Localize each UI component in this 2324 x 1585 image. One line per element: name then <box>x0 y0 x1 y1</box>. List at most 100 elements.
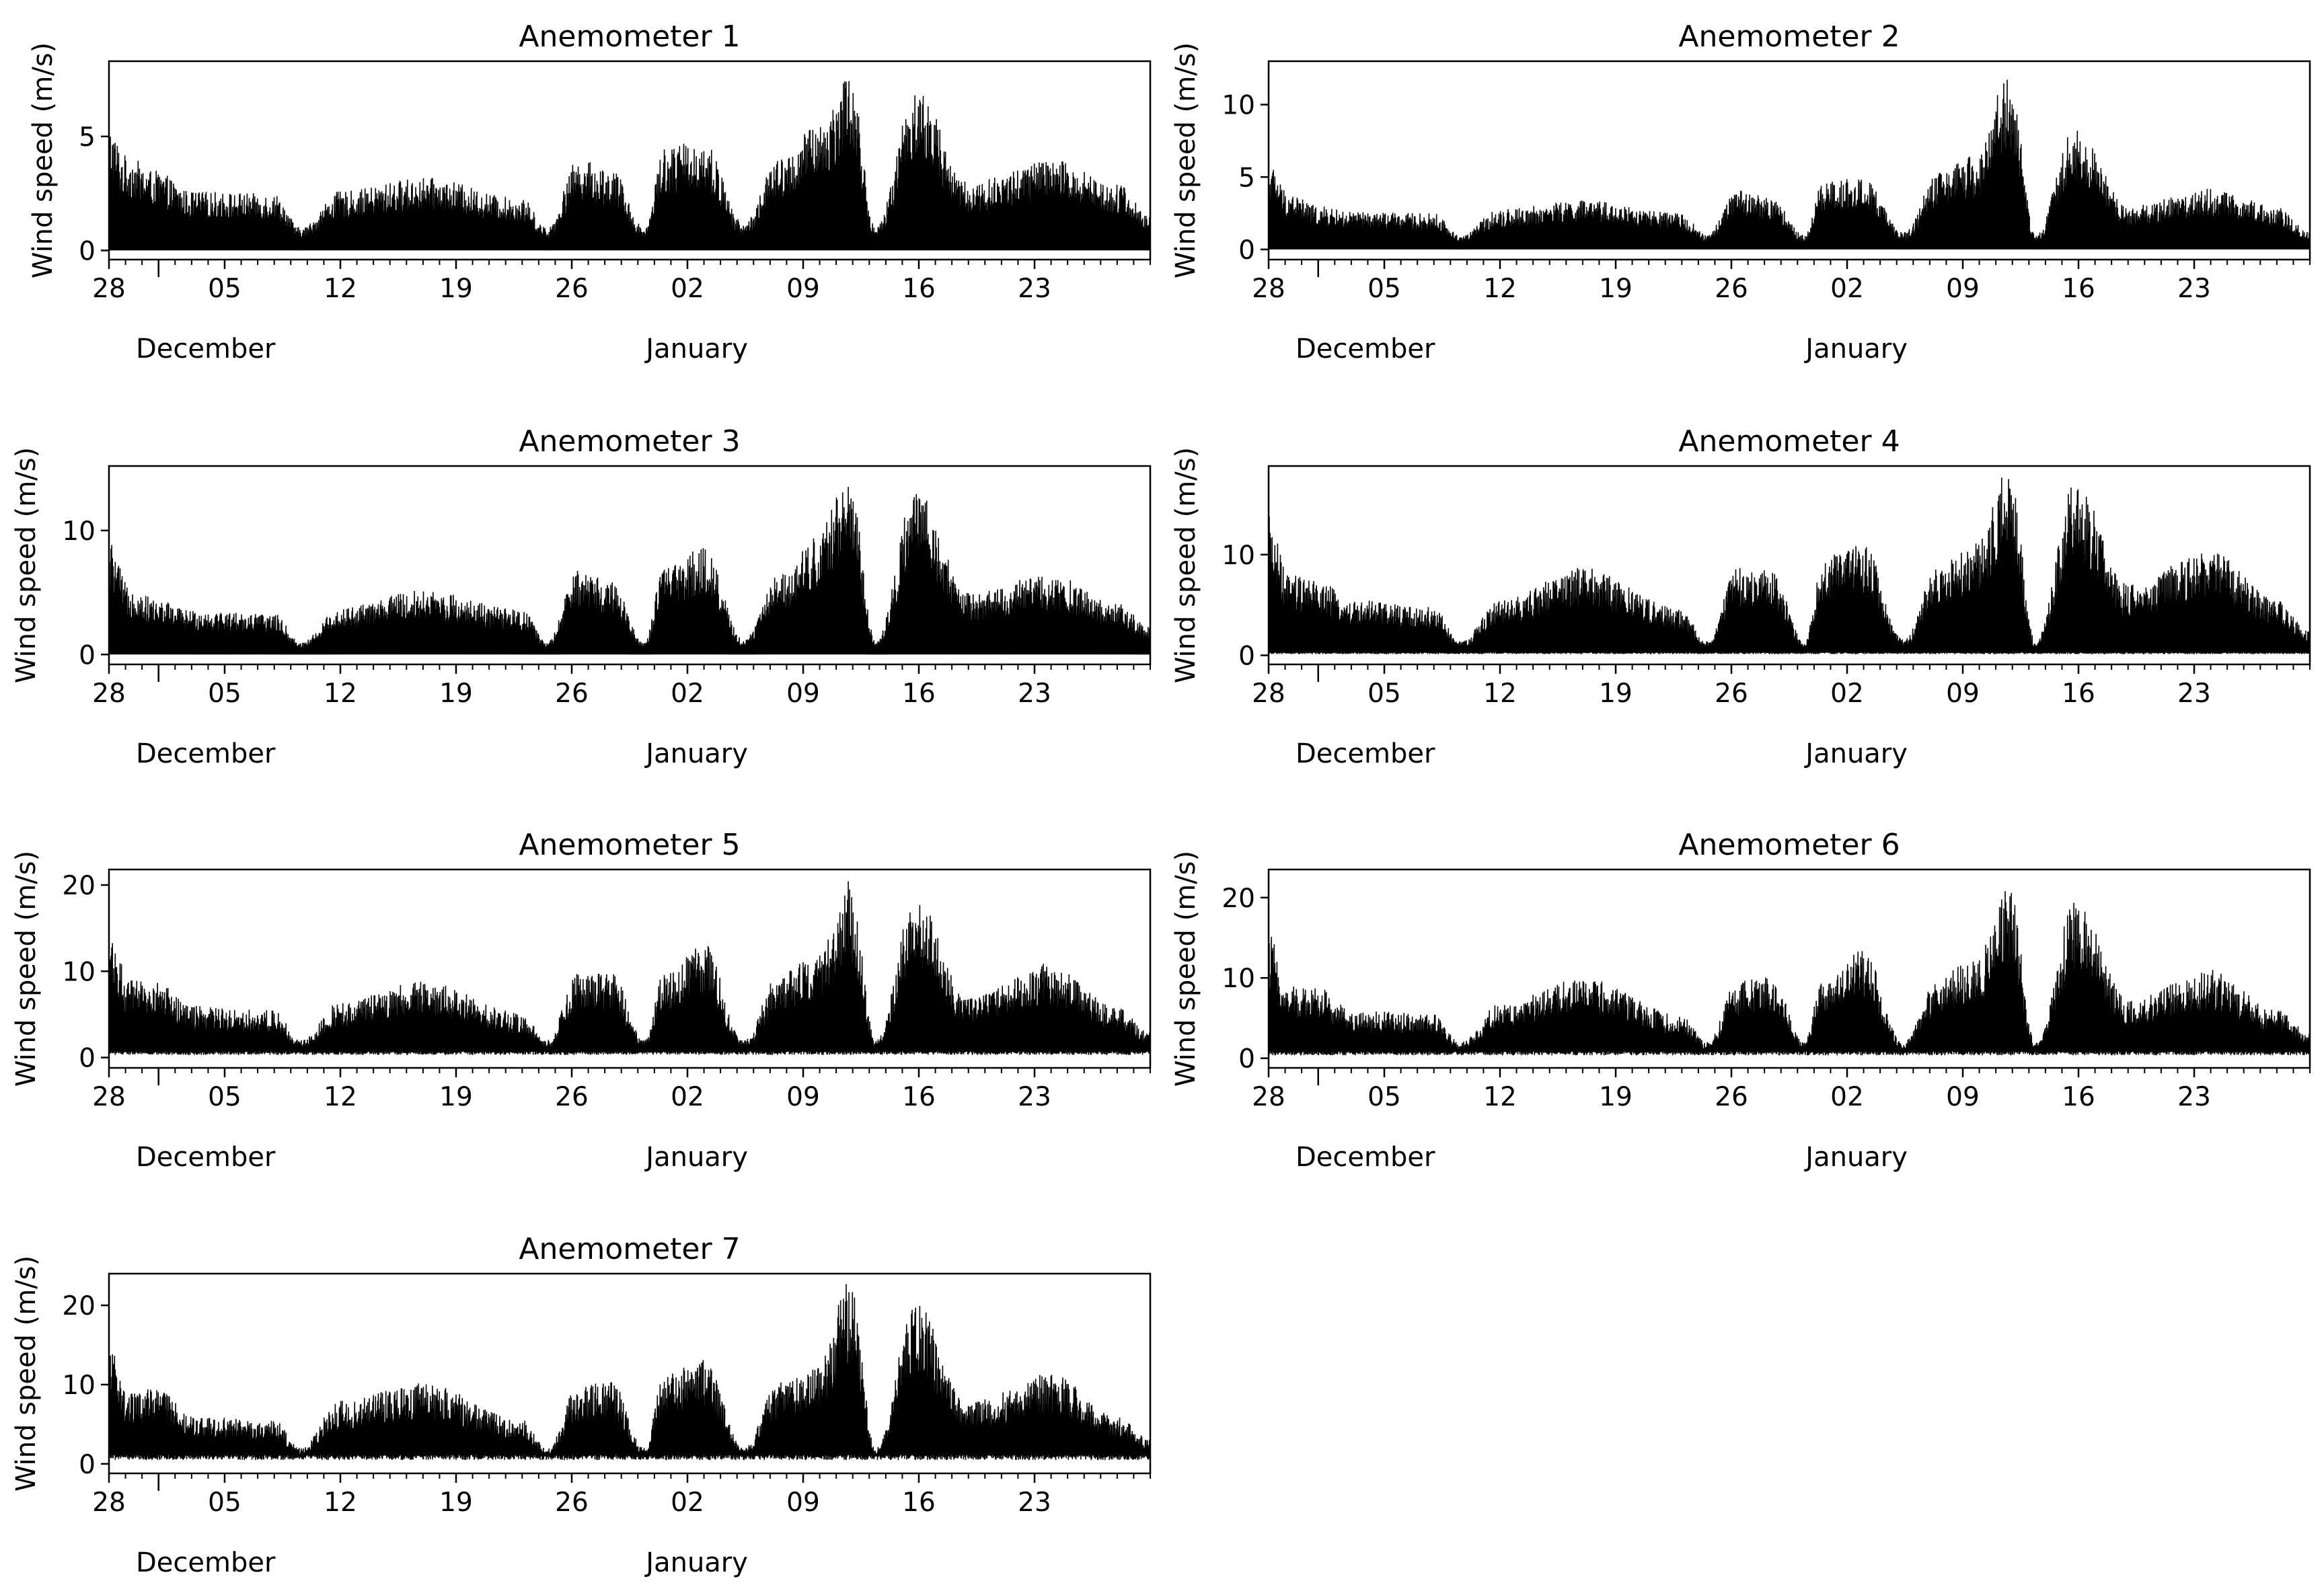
y-tick-label: 0 <box>1238 235 1255 266</box>
x-tick-label: 23 <box>1018 274 1051 304</box>
x-tick-label: 26 <box>555 274 589 304</box>
month-label: December <box>1296 738 1435 769</box>
axes-frame <box>1267 868 2311 1069</box>
x-tick-label: 12 <box>1483 1082 1517 1112</box>
x-tick-label: 09 <box>786 1487 820 1518</box>
x-tick-label: 02 <box>671 679 704 709</box>
x-tick-label: 16 <box>902 1487 936 1518</box>
anemometer-panel-7: Anemometer 7 Wind speed (m/s) 0 10 20 28 05 12 1… <box>11 1232 1152 1578</box>
x-tick-label: 23 <box>1018 1487 1051 1518</box>
x-tick-label: 16 <box>2062 274 2095 304</box>
y-tick-label: 10 <box>62 1370 96 1401</box>
panel-title: Anemometer 6 <box>1678 828 1900 862</box>
x-tick-label: 12 <box>1483 274 1517 304</box>
month-label: January <box>644 1142 748 1173</box>
x-tick-label: 05 <box>1367 1082 1401 1112</box>
x-tick-label: 12 <box>324 274 357 304</box>
month-label: December <box>136 738 276 769</box>
wind-speed-series <box>108 881 1151 1055</box>
panel-title: Anemometer 1 <box>519 20 740 54</box>
month-label: December <box>136 1547 276 1578</box>
month-label: January <box>1803 738 1908 769</box>
y-tick-label: 5 <box>1238 163 1255 193</box>
x-tick-label: 05 <box>208 1487 241 1518</box>
y-tick-label: 0 <box>79 1044 96 1074</box>
x-tick-label: 02 <box>1830 1082 1864 1112</box>
y-axis-label: Wind speed (m/s) <box>1170 42 1201 278</box>
y-tick-label: 0 <box>1238 1044 1255 1075</box>
x-tick-label: 02 <box>671 274 704 304</box>
x-tick-label: 05 <box>208 274 241 304</box>
month-label: January <box>644 738 748 769</box>
x-tick-label: 12 <box>1483 679 1517 709</box>
panel-title: Anemometer 3 <box>519 424 740 459</box>
x-tick-label: 05 <box>1367 679 1401 709</box>
wind-speed-series <box>108 487 1151 655</box>
x-tick-label: 26 <box>555 1487 589 1518</box>
month-label: January <box>1803 1142 1908 1173</box>
x-tick-label: 02 <box>671 1082 704 1112</box>
y-tick-label: 10 <box>1222 541 1255 571</box>
month-label: December <box>1296 334 1435 364</box>
x-tick-label: 02 <box>1830 679 1864 709</box>
y-axis-label: Wind speed (m/s) <box>28 42 59 278</box>
y-tick-label: 10 <box>1222 91 1255 121</box>
month-label: January <box>644 334 748 364</box>
x-tick-label: 19 <box>439 1487 473 1518</box>
x-tick-label: 12 <box>324 1082 357 1112</box>
axes-frame <box>108 1272 1152 1475</box>
panel-title: Anemometer 5 <box>519 828 740 862</box>
y-tick-label: 0 <box>79 640 96 670</box>
x-tick-label: 26 <box>555 679 589 709</box>
x-tick-label: 16 <box>2062 679 2095 709</box>
y-axis-label: Wind speed (m/s) <box>1170 447 1201 683</box>
y-tick-label: 0 <box>1238 642 1255 672</box>
anemometer-panel-4: Anemometer 4 Wind speed (m/s) 0 10 28 05 12 19 2… <box>1170 424 2311 769</box>
month-label: January <box>644 1547 748 1578</box>
x-tick-label: 19 <box>439 1082 473 1112</box>
x-tick-label: 16 <box>902 679 936 709</box>
month-label: December <box>136 1142 276 1173</box>
panel-title: Anemometer 2 <box>1678 20 1900 54</box>
x-tick-label: 23 <box>2177 1082 2211 1112</box>
x-tick-label: 28 <box>1252 679 1285 709</box>
wind-speed-series <box>108 81 1151 251</box>
x-tick-label: 26 <box>1715 1082 1748 1112</box>
anemometer-panel-6: Anemometer 6 Wind speed (m/s) 0 10 20 28 05 12 1… <box>1170 828 2311 1173</box>
month-label: January <box>1803 334 1908 364</box>
x-tick-label: 09 <box>786 679 820 709</box>
month-label: December <box>136 334 276 364</box>
x-tick-label: 16 <box>902 274 936 304</box>
x-tick-label: 19 <box>1599 1082 1633 1112</box>
x-tick-label: 05 <box>208 679 241 709</box>
x-tick-label: 09 <box>1946 679 1980 709</box>
wind-speed-series <box>1268 79 2311 249</box>
y-tick-label: 5 <box>79 122 96 153</box>
axes-frame <box>108 868 1152 1069</box>
x-tick-label: 09 <box>1946 1082 1980 1112</box>
x-tick-label: 28 <box>1252 274 1285 304</box>
y-axis-label: Wind speed (m/s) <box>11 851 42 1087</box>
x-tick-label: 12 <box>324 679 357 709</box>
x-tick-label: 09 <box>786 274 820 304</box>
y-tick-label: 20 <box>62 871 96 901</box>
x-tick-label: 09 <box>786 1082 820 1112</box>
y-tick-label: 10 <box>1222 964 1255 994</box>
x-tick-label: 28 <box>92 274 126 304</box>
panel-title: Anemometer 4 <box>1678 424 1900 459</box>
x-tick-label: 05 <box>208 1082 241 1112</box>
x-tick-label: 19 <box>439 274 473 304</box>
y-axis-label: Wind speed (m/s) <box>1170 851 1201 1087</box>
panel-title: Anemometer 7 <box>519 1232 740 1266</box>
x-tick-label: 28 <box>92 679 126 709</box>
x-tick-label: 16 <box>902 1082 936 1112</box>
y-tick-label: 10 <box>62 516 96 547</box>
month-label: December <box>1296 1142 1435 1173</box>
anemometer-panel-3: Anemometer 3 Wind speed (m/s) 0 10 28 05 12 19 2… <box>11 424 1152 769</box>
y-tick-label: 0 <box>79 1450 96 1480</box>
x-tick-label: 12 <box>324 1487 357 1518</box>
x-tick-label: 16 <box>2062 1082 2095 1112</box>
wind-speed-series <box>1268 891 2311 1056</box>
